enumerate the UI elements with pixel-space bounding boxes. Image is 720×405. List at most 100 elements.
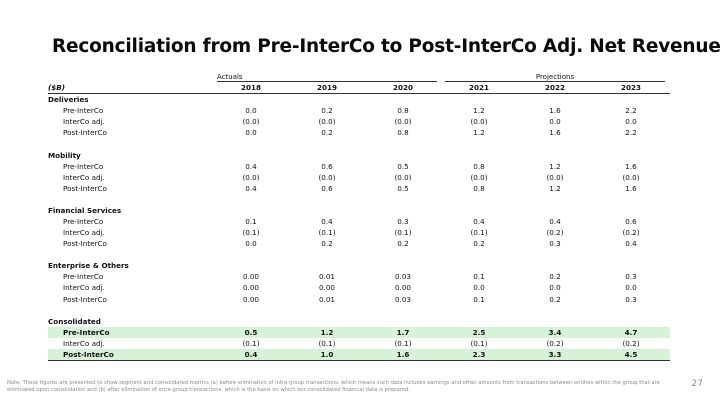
value-cell: 0.03 <box>394 272 411 282</box>
value-cell: 1.0 <box>320 349 334 359</box>
value-cell: 1.6 <box>549 128 561 138</box>
row-label: Post-InterCo <box>63 183 107 193</box>
value-cell: 0.8 <box>473 161 485 171</box>
section-row: Consolidated <box>48 316 670 327</box>
value-cell: 3.3 <box>548 349 562 359</box>
value-cell: (0.0) <box>546 172 564 182</box>
value-cell: (0.1) <box>470 338 488 348</box>
value-cell: 0.0 <box>473 283 485 293</box>
footnote: Note: These figures are presented to sho… <box>7 380 660 393</box>
actuals-group-label: Actuals <box>217 73 437 82</box>
table-row: Pre-InterCo 0.0 0.2 0.8 1.2 1.6 2.2 <box>48 105 670 116</box>
value-cell: 0.5 <box>397 183 409 193</box>
value-cell: (0.0) <box>318 117 336 127</box>
table-row: InterCo adj. (0.0) (0.0) (0.0) (0.0) (0.0) (0.… <box>48 172 670 183</box>
row-label: Pre-InterCo <box>63 106 104 116</box>
section-spacer <box>48 194 670 205</box>
value-cell: 1.6 <box>625 183 637 193</box>
section-label: Deliveries <box>48 95 89 105</box>
value-cell: 0.4 <box>473 216 485 226</box>
value-cell: 2.2 <box>625 106 637 116</box>
value-cell: (0.2) <box>622 338 640 348</box>
value-cell: 0.0 <box>549 117 561 127</box>
row-label: InterCo adj. <box>63 338 105 348</box>
row-label: Pre-InterCo <box>63 272 104 282</box>
value-cell: 4.7 <box>624 327 638 337</box>
value-cell: 0.00 <box>242 283 259 293</box>
value-cell: 1.6 <box>549 106 561 116</box>
section-row: Financial Services <box>48 205 670 216</box>
value-cell: 0.5 <box>397 161 409 171</box>
value-cell: 0.4 <box>625 239 637 249</box>
value-cell: 1.6 <box>625 161 637 171</box>
value-cell: 0.2 <box>549 272 561 282</box>
value-cell: 0.8 <box>473 183 485 193</box>
value-cell: 0.4 <box>245 161 257 171</box>
value-cell: 0.6 <box>321 161 333 171</box>
value-cell: (0.0) <box>394 117 412 127</box>
value-cell: 0.0 <box>245 106 257 116</box>
value-cell: 0.0 <box>245 239 257 249</box>
value-cell: (0.0) <box>622 172 640 182</box>
value-cell: (0.2) <box>546 338 564 348</box>
value-cell: 0.2 <box>321 106 333 116</box>
value-cell: (0.1) <box>470 228 488 238</box>
row-label: Post-InterCo <box>63 349 114 359</box>
value-cell: (0.2) <box>622 228 640 238</box>
row-label: InterCo adj. <box>63 172 105 182</box>
table-row: Pre-InterCo 0.4 0.6 0.5 0.8 1.2 1.6 <box>48 161 670 172</box>
column-group-header: Actuals Projections <box>48 72 670 82</box>
year-header: 2021 <box>468 83 489 93</box>
row-label: Post-InterCo <box>63 294 107 304</box>
value-cell: 0.8 <box>397 128 409 138</box>
value-cell: 0.0 <box>245 128 257 138</box>
value-cell: 0.3 <box>625 294 637 304</box>
value-cell: 1.2 <box>549 183 561 193</box>
value-cell: 0.01 <box>318 272 335 282</box>
year-header: 2019 <box>316 83 337 93</box>
value-cell: 0.00 <box>318 283 335 293</box>
section-spacer <box>48 138 670 149</box>
table-row: Post-InterCo 0.0 0.2 0.2 0.2 0.3 0.4 <box>48 238 670 249</box>
value-cell: 0.00 <box>242 272 259 282</box>
value-cell: 0.2 <box>321 239 333 249</box>
value-cell: 1.2 <box>473 106 485 116</box>
row-label: Post-InterCo <box>63 128 107 138</box>
page-number: 27 <box>691 379 703 389</box>
value-cell: (0.0) <box>242 117 260 127</box>
value-cell: 0.00 <box>394 283 411 293</box>
value-cell: 0.00 <box>242 294 259 304</box>
value-cell: 0.0 <box>625 117 637 127</box>
page-title: Reconciliation from Pre-InterCo to Post-… <box>52 36 720 57</box>
value-cell: 1.7 <box>396 327 410 337</box>
section-row: Deliveries <box>48 94 670 105</box>
table-row: Post-InterCo 0.0 0.2 0.8 1.2 1.6 2.2 <box>48 127 670 138</box>
row-label: Post-InterCo <box>63 239 107 249</box>
section-spacer <box>48 249 670 260</box>
table-row: InterCo adj. (0.1) (0.1) (0.1) (0.1) (0.2) (0.… <box>48 227 670 238</box>
value-cell: 3.4 <box>548 327 562 337</box>
section-row: Enterprise & Others <box>48 260 670 271</box>
value-cell: 0.5 <box>244 327 258 337</box>
value-cell: (0.1) <box>394 338 412 348</box>
value-cell: 0.6 <box>321 183 333 193</box>
value-cell: (0.1) <box>394 228 412 238</box>
unit-label: ($B) <box>48 83 66 93</box>
value-cell: 0.0 <box>549 283 561 293</box>
table-row: Pre-InterCo 0.5 1.2 1.7 2.5 3.4 4.7 <box>48 326 670 338</box>
table-row: Post-InterCo 0.4 0.6 0.5 0.8 1.2 1.6 <box>48 183 670 194</box>
value-cell: 2.5 <box>472 327 486 337</box>
value-cell: 0.2 <box>473 239 485 249</box>
value-cell: (0.0) <box>470 172 488 182</box>
value-cell: (0.0) <box>318 172 336 182</box>
value-cell: 0.6 <box>625 216 637 226</box>
value-cell: 0.4 <box>549 216 561 226</box>
value-cell: 1.6 <box>396 349 410 359</box>
section-label: Enterprise & Others <box>48 261 129 271</box>
value-cell: (0.1) <box>318 338 336 348</box>
section-row: Mobility <box>48 149 670 160</box>
reconciliation-table: Actuals Projections ($B) 2018 2019 2020 … <box>48 72 670 361</box>
value-cell: 0.3 <box>625 272 637 282</box>
value-cell: (0.1) <box>242 338 260 348</box>
year-header-row: ($B) 2018 2019 2020 2021 2022 2023 <box>48 82 670 95</box>
